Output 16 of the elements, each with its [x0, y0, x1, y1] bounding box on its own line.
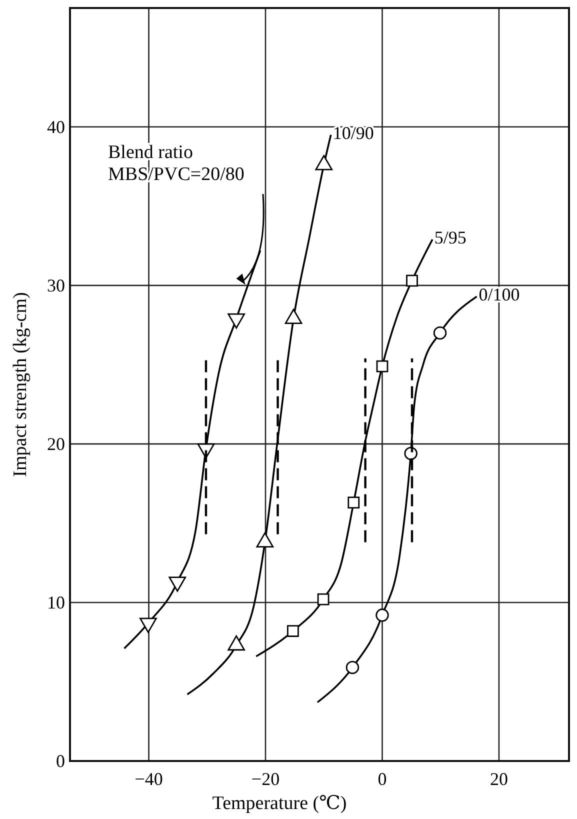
- line-series: [123, 250, 262, 650]
- y-tick-label: 20: [47, 434, 65, 454]
- x-tick-label: −40: [134, 769, 163, 789]
- y-tick-label: 0: [56, 751, 65, 771]
- y-tick-label: 10: [47, 592, 65, 612]
- x-axis-title: Temperature (℃): [212, 793, 347, 814]
- y-tick-label: 40: [47, 116, 65, 137]
- y-axis-title: Impact strength (kg-cm): [10, 292, 31, 477]
- series-label: 10/90: [332, 122, 374, 143]
- line-series: [316, 296, 478, 704]
- x-tick-label: −20: [251, 769, 280, 789]
- y-tick-label: 30: [47, 275, 65, 296]
- x-tick-label: 20: [490, 769, 508, 789]
- x-tick-label: 0: [378, 769, 387, 789]
- line-series: [255, 238, 434, 658]
- series-label: 5/95: [434, 227, 466, 248]
